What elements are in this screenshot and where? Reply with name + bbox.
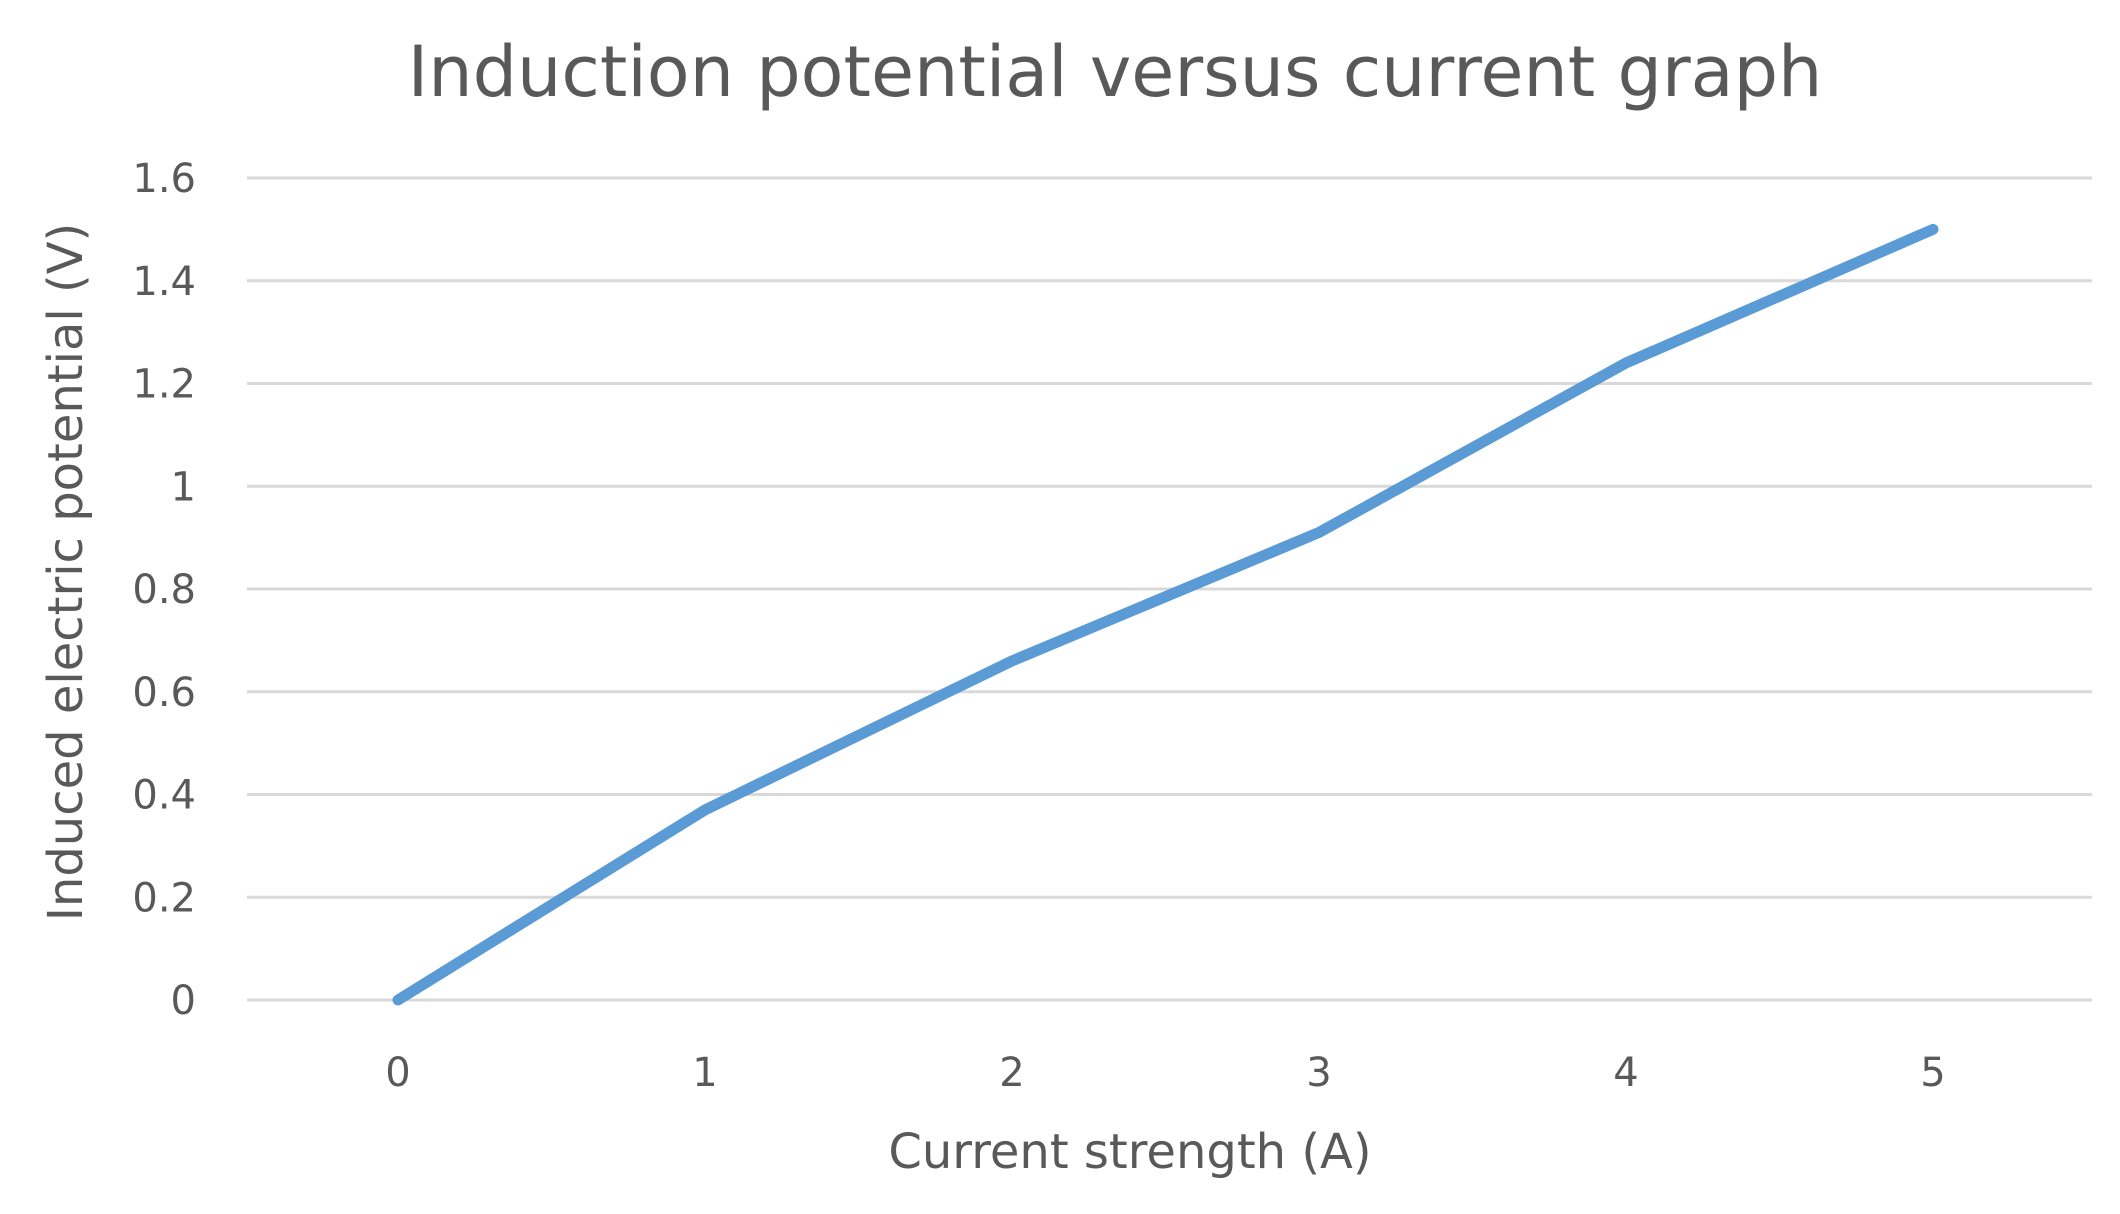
y-axis-ticks: 0 0.2 0.4 0.6 0.8 1 1.2 1.4 1.6 xyxy=(132,156,196,1024)
x-tick-label: 1 xyxy=(692,1050,717,1096)
x-axis-ticks: 0 1 2 3 4 5 xyxy=(385,1050,1945,1096)
y-tick-label: 1.2 xyxy=(132,362,196,408)
series-line-0 xyxy=(392,223,1939,1006)
y-tick-label: 0.4 xyxy=(132,773,196,819)
x-tick-label: 2 xyxy=(999,1050,1024,1096)
series-group xyxy=(392,223,1939,1006)
y-tick-label: 1 xyxy=(171,464,196,510)
x-tick-label: 3 xyxy=(1306,1050,1331,1096)
chart-title: Induction potential versus current graph xyxy=(408,31,1823,113)
y-axis-title: Induced electric potential (V) xyxy=(38,223,94,922)
y-tick-label: 0 xyxy=(171,978,196,1024)
x-axis-title: Current strength (A) xyxy=(888,1124,1371,1180)
y-tick-label: 0.2 xyxy=(132,875,196,921)
x-tick-label: 4 xyxy=(1613,1050,1638,1096)
y-tick-label: 0.6 xyxy=(132,670,196,716)
y-tick-label: 0.8 xyxy=(132,567,196,613)
y-tick-label: 1.4 xyxy=(132,259,196,305)
x-tick-label: 0 xyxy=(385,1050,410,1096)
y-tick-label: 1.6 xyxy=(132,156,196,202)
gridlines xyxy=(247,176,2092,1002)
x-tick-label: 5 xyxy=(1920,1050,1945,1096)
